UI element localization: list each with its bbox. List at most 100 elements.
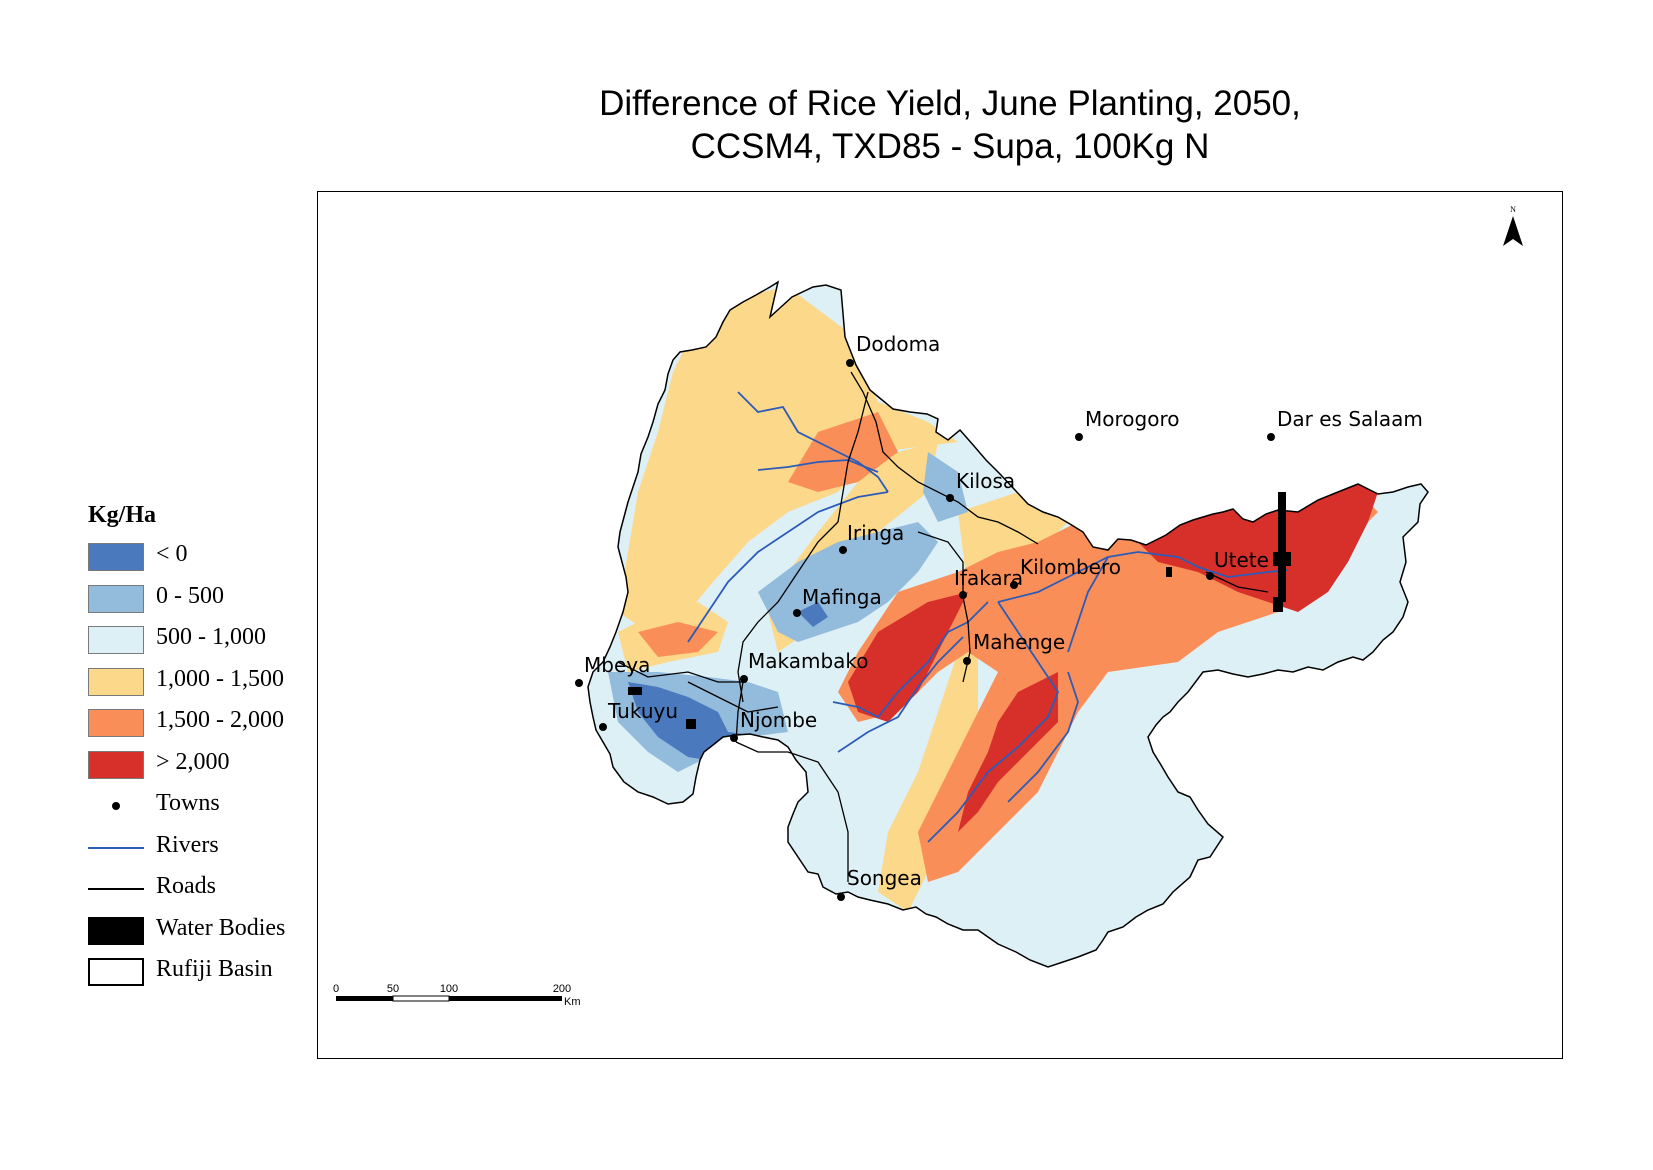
town-point-mafinga <box>793 609 801 617</box>
legend-swatch <box>88 750 144 779</box>
town-label-dodoma: Dodoma <box>856 332 940 356</box>
town-label-mafinga: Mafinga <box>802 585 882 609</box>
river-rufiji-main <box>997 551 1289 603</box>
town-point-icon <box>112 802 120 810</box>
water-body-delta-south <box>1273 597 1283 612</box>
legend-swatch <box>88 584 144 613</box>
legend-label: Rivers <box>156 831 219 858</box>
river-kilombero-upper <box>832 601 989 719</box>
scale-bar-segment-1 <box>336 996 393 1001</box>
legend-item-water-bodies: Water Bodies <box>88 913 318 955</box>
legend-point-symbol <box>88 792 144 820</box>
town-label-tukuyu: Tukuyu <box>607 699 678 723</box>
road-ifakara-mahenge <box>962 596 971 683</box>
road-to-ifakara <box>917 531 964 597</box>
legend-items: < 0 0 - 500 500 - 1,000 1,000 - 1,500 1,500 … <box>88 539 318 996</box>
legend-item-1-000-1-500: 1,000 - 1,500 <box>88 664 318 706</box>
water-body-tukuyu <box>686 719 696 729</box>
scale-tick-200: 200 <box>553 983 571 995</box>
north-arrow-label: N <box>1510 205 1516 214</box>
legend-item-2-000: > 2,000 <box>88 747 318 789</box>
yield-class-0-500-north <box>923 452 968 522</box>
north-arrow-icon <box>1503 216 1523 246</box>
legend-line-icon <box>88 888 144 890</box>
map-frame: Dodoma Morogoro Dar es Salaam Kilosa Iringa I… <box>317 191 1563 1059</box>
legend-line-icon <box>88 846 144 849</box>
legend-basin-symbol <box>88 958 144 986</box>
legend-label: < 0 <box>156 541 188 567</box>
town-label-dar-es-salaam: Dar es Salaam <box>1277 407 1423 431</box>
yield-class-above-2000-central <box>848 592 968 722</box>
road-southwest <box>687 681 779 713</box>
town-label-utete: Utete <box>1214 548 1269 572</box>
road-mbeya-makambako <box>617 661 743 683</box>
legend-swatch <box>88 543 144 571</box>
legend-label: Water Bodies <box>156 914 286 941</box>
town-point-songea <box>837 893 845 901</box>
rufiji-basin-outline <box>587 280 1429 968</box>
scale-tick-100: 100 <box>440 983 458 995</box>
legend: Kg/Ha < 0 0 - 500 500 - 1,000 1,000 - 1,500… <box>88 502 318 996</box>
yield-class-below-0-central <box>798 602 828 627</box>
legend-swatch <box>88 667 144 696</box>
roads <box>617 371 1269 882</box>
river-luwegu <box>927 601 1060 843</box>
yield-class-1500-2000-west <box>638 622 718 657</box>
yield-class-1000-1500-north <box>618 287 958 632</box>
legend-label: 1,000 - 1,500 <box>156 665 284 692</box>
legend-item-0: < 0 <box>88 539 318 581</box>
town-point-tukuyu <box>599 723 607 731</box>
town-label-kilombero: Kilombero <box>1020 555 1121 579</box>
legend-label: 0 - 500 <box>156 582 224 609</box>
town-point-kilombero <box>1010 581 1018 589</box>
river-rufiji-tributary <box>1067 556 1109 653</box>
town-label-kilosa: Kilosa <box>956 469 1015 493</box>
legend-label: 1,500 - 2,000 <box>156 707 284 733</box>
town-label-morogoro: Morogoro <box>1085 407 1179 431</box>
map-title-line-1: Difference of Rice Yield, June Planting,… <box>599 84 1301 123</box>
town-point-mahenge <box>963 657 971 665</box>
river-great-ruaha-upper <box>737 391 889 493</box>
legend-label: 500 - 1,000 <box>156 624 266 650</box>
river-kilombero-tributary <box>837 636 964 753</box>
water-body-utete-lake <box>1166 567 1172 577</box>
road-dodoma-kilosa <box>850 371 1039 545</box>
water-body-rufiji-delta <box>1278 492 1286 602</box>
river-luwegu-east <box>1007 671 1079 803</box>
water-body-delta-lake <box>1273 552 1291 566</box>
legend-label: Towns <box>156 790 220 816</box>
town-point-dodoma <box>846 359 854 367</box>
river-great-ruaha-west <box>687 491 889 643</box>
legend-item-roads: Roads <box>88 871 318 913</box>
scale-tick-50: 50 <box>387 983 399 995</box>
legend-water-symbol <box>88 916 144 945</box>
legend-item-rufiji-basin: Rufiji Basin <box>88 954 318 996</box>
scale-bar: 0 50 100 200 Km <box>333 983 581 1008</box>
yield-class-above-2000-south <box>958 672 1058 832</box>
town-label-mbeya: Mbeya <box>584 653 650 677</box>
scale-bar-segment-2 <box>392 995 450 1002</box>
town-point-morogoro <box>1075 433 1083 441</box>
legend-line-symbol <box>88 875 144 903</box>
water-body-mbeya <box>628 687 642 695</box>
town-point-makambako <box>740 675 748 683</box>
legend-item-0-500: 0 - 500 <box>88 581 318 623</box>
road-dodoma-iringa <box>837 391 869 523</box>
legend-line-symbol <box>88 834 144 862</box>
legend-title: Kg/Ha <box>88 502 157 528</box>
town-point-ifakara <box>959 591 967 599</box>
yield-class-1000-1500-south <box>878 492 1078 912</box>
road-njombe-songea <box>735 741 849 882</box>
town-point-mbeya <box>575 679 583 687</box>
legend-label: Rufiji Basin <box>156 956 273 982</box>
town-label-songea: Songea <box>847 866 922 890</box>
river-tributary-north <box>757 459 879 473</box>
scale-tick-0: 0 <box>333 983 339 995</box>
road-makambako-njombe <box>735 681 744 743</box>
scale-unit: Km <box>564 996 581 1008</box>
legend-item-500-1-000: 500 - 1,000 <box>88 622 318 664</box>
town-point-utete <box>1206 572 1214 580</box>
map-title: Difference of Rice Yield, June Planting,… <box>500 82 1400 168</box>
